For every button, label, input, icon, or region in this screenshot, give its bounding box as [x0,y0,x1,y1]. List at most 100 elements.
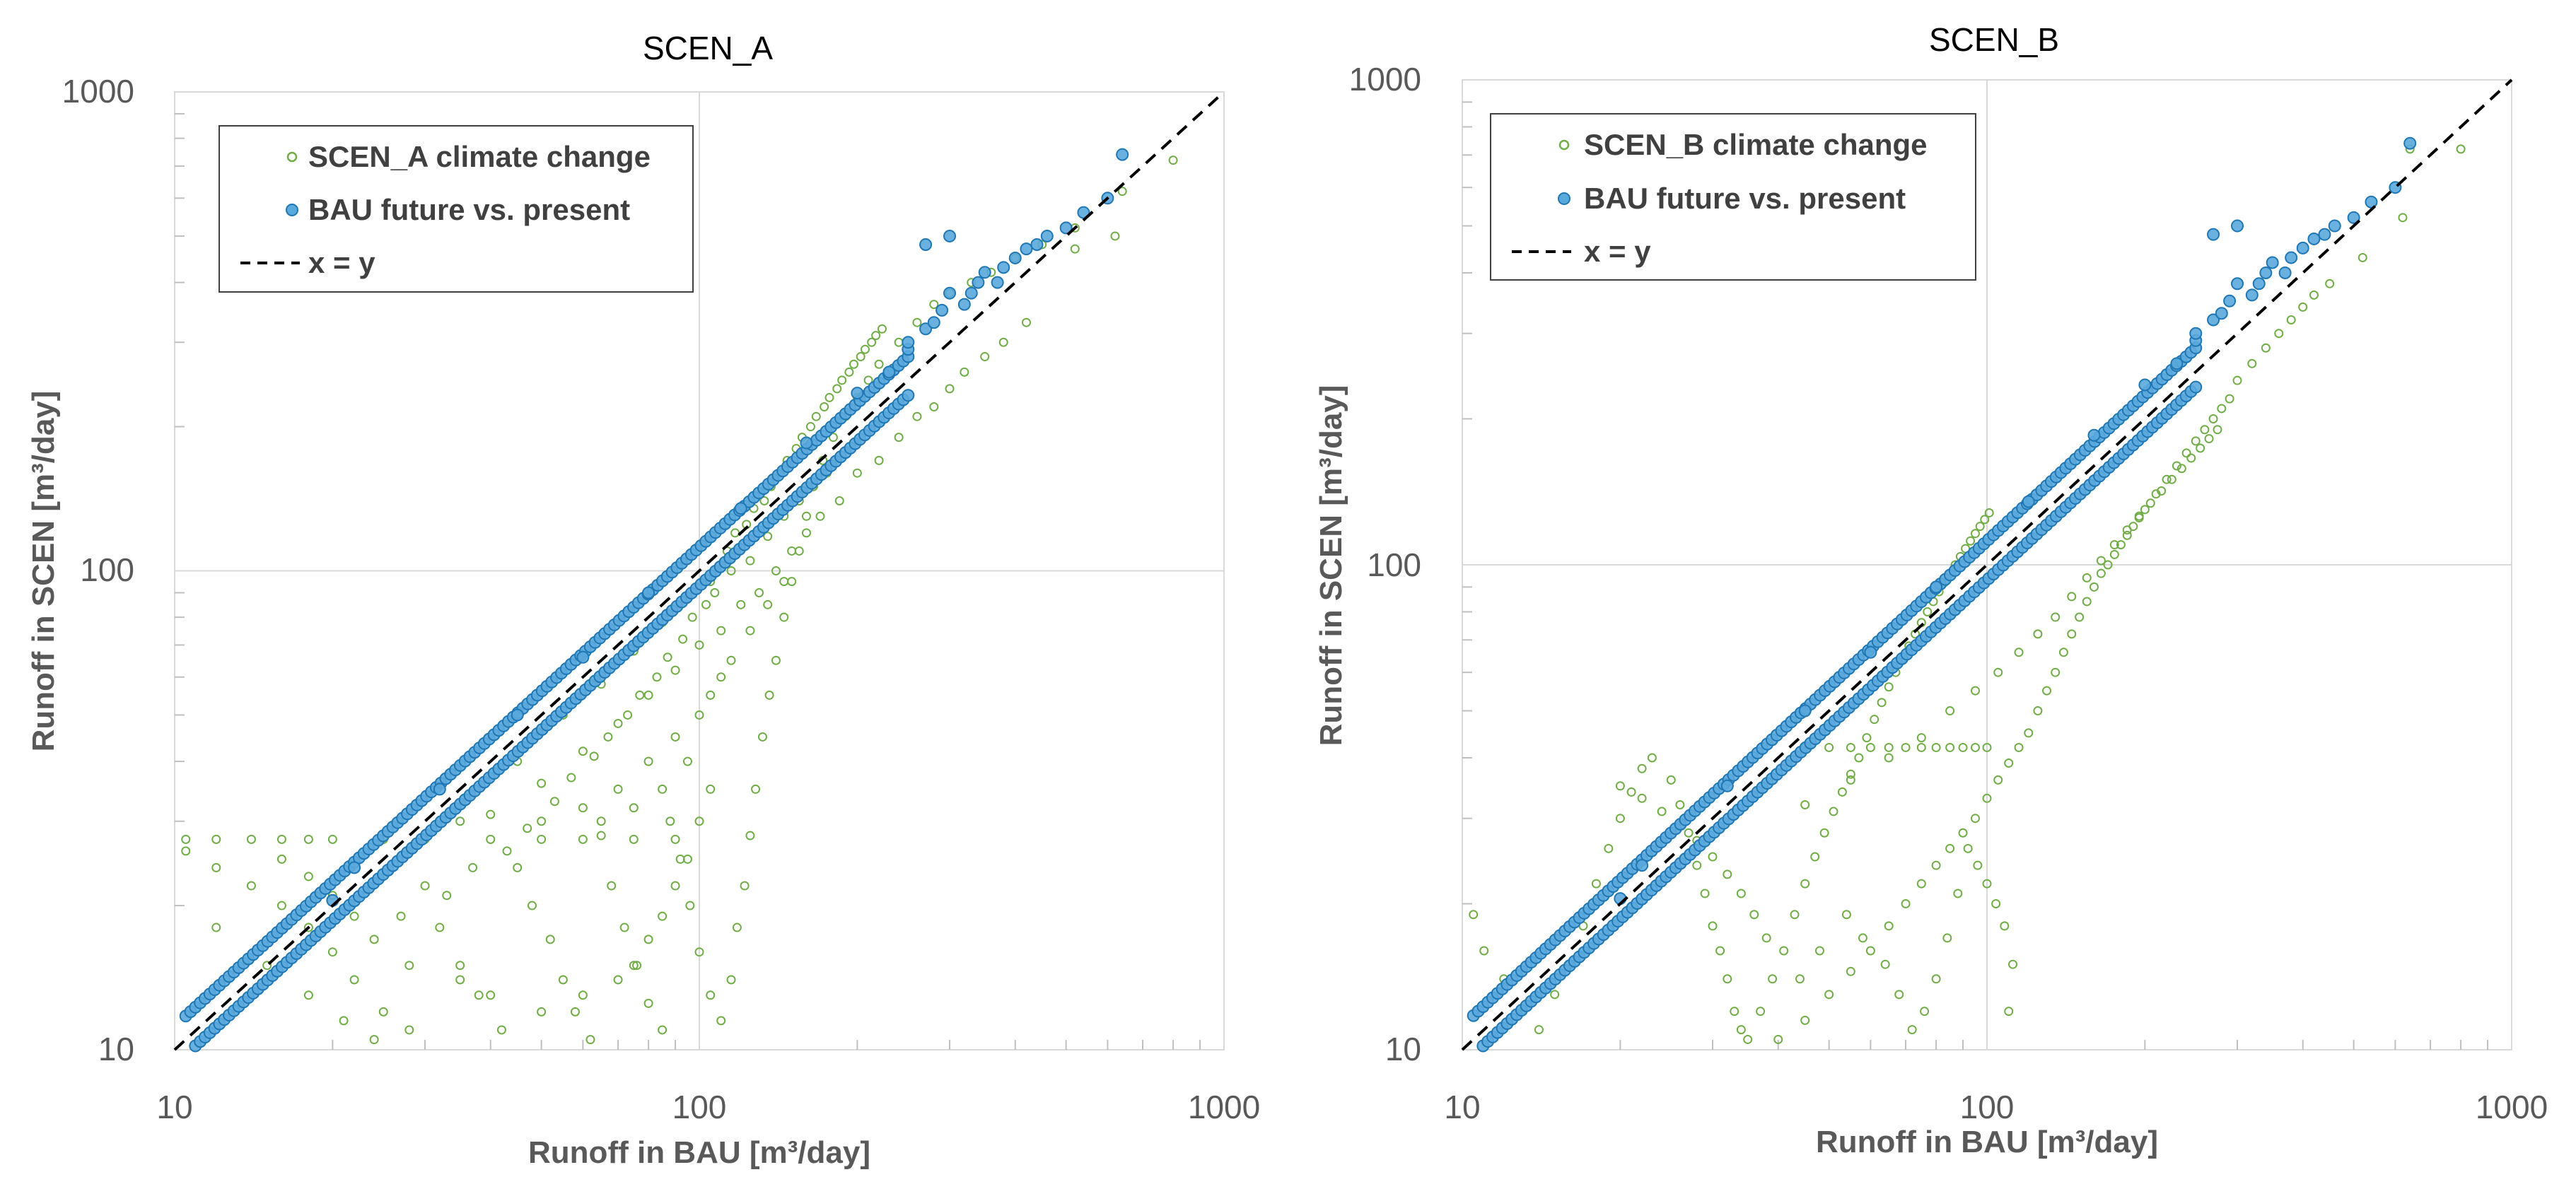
scatter-point-climate-change [844,367,854,377]
scatter-point-climate-change [945,384,955,394]
scatter-point-climate-change [867,337,877,347]
scatter-point-climate-change [1953,889,1963,898]
scatter-point-climate-change [1779,946,1789,956]
scatter-point-climate-change [303,834,313,844]
scatter-point-climate-change [1790,910,1800,920]
scatter-point-climate-change [1800,879,1810,889]
scatter-point-climate-change [1846,769,1855,779]
y-axis-label: Runoff in SCEN [m³/day] [26,391,61,752]
scatter-point-bau [919,238,933,251]
scatter-point-climate-change [181,846,191,856]
scatter-point-bau [943,229,957,242]
scatter-point-bau [902,389,915,402]
scatter-point-climate-change [1736,889,1746,898]
scatter-point-climate-change [2024,728,2034,738]
scatter-point-climate-change [980,352,990,362]
scatter-point-bau [1864,645,1877,659]
scatter-point-climate-change [629,803,639,813]
chart-panel-scen-a: SCEN_A 10 100 1000 10 100 1000 Runoff in… [26,30,1260,1170]
scatter-point-climate-change [545,935,555,944]
scatter-point-climate-change [1966,536,1976,546]
scatter-point-climate-change [1810,852,1820,862]
scatter-point-climate-change [643,756,653,766]
scatter-point-climate-change [211,922,221,932]
scatter-point-climate-change [276,834,286,844]
scatter-point-climate-change [736,599,746,609]
scatter-point-climate-change [1626,787,1636,797]
scatter-point-climate-change [682,756,692,766]
scatter-point-climate-change [658,1025,668,1035]
series-bau-future-vs-present [1467,136,2417,1053]
scatter-point-climate-change [1870,715,1879,725]
legend-label: BAU future vs. present [1584,182,1906,215]
scatter-point-climate-change [558,975,568,985]
scatter-point-climate-change [486,809,496,819]
scatter-point-climate-change [1982,879,1992,889]
scatter-point-climate-change [1824,742,1834,752]
scatter-point-climate-change [1982,742,1992,752]
scatter-point-climate-change [1846,742,1855,752]
scatter-point-climate-change [701,599,711,609]
scatter-point-climate-change [1884,742,1894,752]
scatter-point-climate-change [2358,252,2367,262]
scatter-point-climate-change [1749,910,1759,920]
scatter-point-climate-change [1675,800,1685,809]
scatter-point-climate-change [1700,889,1710,898]
scatter-point-climate-change [1975,522,1985,532]
legend-marker-bau [1558,192,1570,205]
scatter-point-climate-change [2456,144,2466,154]
scatter-point-bau [2285,251,2298,264]
scatter-point-climate-change [1730,1007,1739,1017]
scatter-point-climate-change [874,359,884,369]
scatter-point-climate-change [694,816,704,826]
scatter-point-climate-change [1637,793,1647,803]
scatter-point-climate-change [1945,706,1955,716]
scatter-point-climate-change [764,690,774,700]
scatter-point-climate-change [1884,921,1894,931]
scatter-point-climate-change [1841,910,1851,920]
scatter-point-climate-change [2075,612,2085,622]
scatter-point-climate-change [420,881,430,891]
scatter-point-climate-change [998,337,1008,347]
scatter-point-climate-change [1865,946,1875,956]
scatter-point-climate-change [2208,414,2218,423]
scatter-point-climate-change [1837,787,1847,797]
y-tick-label: 100 [1367,546,1421,583]
scatter-point-bau [1008,251,1022,264]
scatter-point-bau [1720,779,1734,792]
scatter-point-climate-change [2014,648,2024,657]
scatter-point-climate-change [1692,860,1702,870]
scatter-point-climate-change [211,834,221,844]
scatter-point-climate-change [619,922,629,932]
scatter-point-climate-change [1761,933,1771,943]
scatter-point-bau [2170,357,2184,370]
chart-panel-scen-b: SCEN_B 10 100 1000 10 100 1000 Runoff in… [1314,21,2548,1159]
scatter-point-climate-change [912,411,922,421]
scatter-point-bau [1798,704,1812,718]
scatter-point-climate-change [1615,781,1625,791]
scatter-point-climate-change [1723,869,1732,879]
scatter-point-climate-change [570,1007,580,1017]
scatter-point-climate-change [537,816,547,826]
scatter-point-climate-change [779,612,789,622]
y-axis-label: Runoff in SCEN [m³/day] [1314,385,1348,746]
scatter-point-bau [1040,229,1054,242]
scatter-point-climate-change [863,375,873,385]
scatter-point-climate-change [1708,921,1718,931]
scatter-point-climate-change [327,947,337,957]
scatter-point-climate-change [1970,686,1980,696]
scatter-point-climate-change [1916,879,1926,889]
x-tick-label: 10 [1444,1089,1480,1125]
scatter-point-climate-change [706,784,716,794]
scatter-point-climate-change [1970,814,1980,824]
scatter-point-bau [2328,219,2341,233]
scatter-point-climate-change [1070,244,1080,254]
scatter-point-climate-change [801,528,811,538]
y-tick-label: 1000 [1349,61,1421,98]
scatter-point-climate-change [706,990,716,1000]
scatter-point-climate-change [578,990,588,1000]
scatter-point-bau [2189,380,2203,394]
scatter-point-climate-change [779,577,789,587]
scatter-point-bau [348,861,361,874]
scatter-point-climate-change [834,496,844,505]
